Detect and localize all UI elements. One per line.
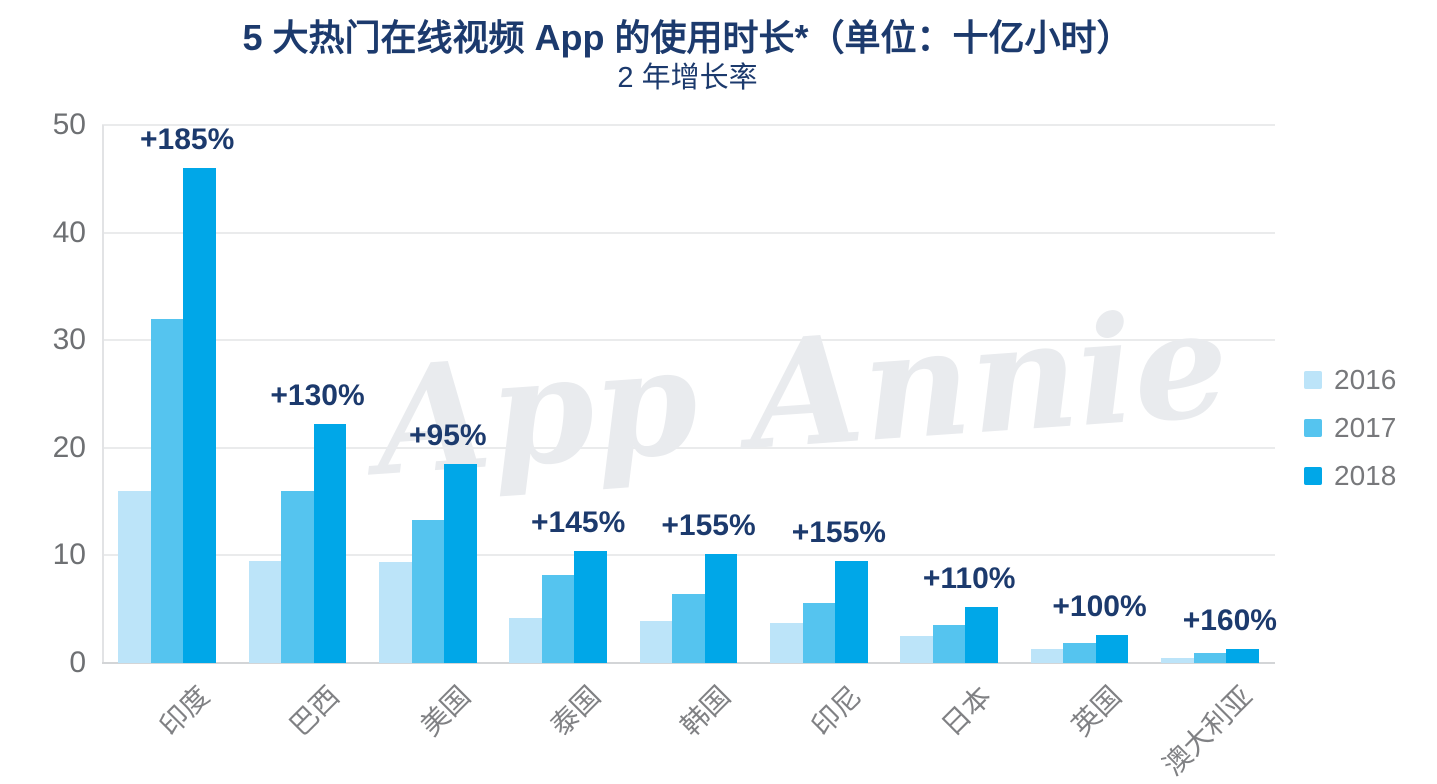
legend-label-2016: 2016 — [1334, 364, 1397, 395]
growth-label-日本: +110% — [922, 562, 1016, 596]
x-label-美国: 美国 — [414, 680, 477, 742]
x-label-澳大利亚: 澳大利亚 — [1156, 680, 1259, 782]
bar-2017-英国 — [1063, 643, 1096, 663]
bar-2016-泰国 — [509, 618, 542, 663]
gridline-y40 — [102, 231, 1275, 234]
legend: 2016 2017 2018 — [1304, 364, 1396, 508]
x-label-泰国: 泰国 — [544, 680, 607, 742]
legend-swatch-2016 — [1304, 370, 1322, 389]
chart-title: 5 大热门在线视频 App 的使用时长*（单位：十亿小时） — [242, 17, 1133, 58]
growth-label-泰国: +145% — [531, 506, 626, 540]
y-axis-line — [102, 125, 104, 663]
bar-2018-巴西 — [313, 424, 347, 663]
bar-2017-日本 — [932, 625, 966, 663]
bar-2018-澳大利亚 — [1226, 649, 1259, 663]
x-label-印尼: 印尼 — [805, 680, 868, 742]
bar-2018-韩国 — [704, 554, 738, 663]
bar-2016-美国 — [379, 562, 412, 663]
legend-item-2016: 2016 — [1304, 364, 1396, 395]
bar-2017-澳大利亚 — [1193, 653, 1227, 663]
bar-2016-印度 — [118, 491, 151, 663]
bar-2017-美国 — [411, 520, 445, 663]
growth-label-印尼: +155% — [791, 515, 886, 549]
x-axis-line — [102, 662, 1275, 664]
gridline-y20 — [102, 446, 1275, 449]
growth-label-巴西: +130% — [270, 379, 365, 413]
bar-2016-英国 — [1030, 649, 1064, 663]
y-tick-50: 50 — [52, 108, 86, 141]
bar-2018-印度 — [183, 168, 216, 663]
bar-2017-印尼 — [802, 603, 836, 663]
legend-swatch-2018 — [1304, 466, 1322, 485]
bar-2018-印尼 — [835, 561, 868, 663]
bar-2018-英国 — [1095, 635, 1129, 663]
y-tick-40: 40 — [52, 215, 86, 249]
y-tick-0: 0 — [69, 646, 86, 679]
chart-subtitle: 2 年增长率 — [617, 62, 758, 94]
y-tick-30: 30 — [52, 323, 86, 357]
legend-item-2017: 2017 — [1304, 412, 1396, 443]
x-label-日本: 日本 — [935, 680, 998, 742]
bar-2018-泰国 — [574, 551, 607, 663]
bar-2017-巴西 — [281, 491, 314, 663]
bar-2018-美国 — [444, 464, 477, 663]
bar-2016-澳大利亚 — [1161, 658, 1194, 663]
legend-swatch-2017 — [1304, 418, 1322, 437]
x-label-印度: 印度 — [153, 680, 216, 742]
gridline-y30 — [102, 339, 1275, 342]
x-label-巴西: 巴西 — [284, 680, 346, 742]
growth-label-英国: +100% — [1052, 590, 1147, 624]
bar-2017-泰国 — [541, 575, 575, 663]
y-tick-20: 20 — [52, 430, 86, 464]
y-tick-10: 10 — [52, 538, 86, 572]
growth-label-澳大利亚: +160% — [1182, 604, 1277, 637]
x-label-韩国: 韩国 — [675, 680, 737, 742]
bar-2017-印度 — [150, 319, 184, 663]
bar-2016-印尼 — [770, 623, 803, 663]
bar-2018-日本 — [965, 607, 998, 663]
growth-label-韩国: +155% — [661, 509, 756, 543]
legend-item-2018: 2018 — [1304, 460, 1396, 491]
legend-label-2017: 2017 — [1334, 412, 1397, 443]
bar-2016-韩国 — [639, 621, 673, 663]
legend-label-2018: 2018 — [1334, 460, 1397, 491]
x-label-英国: 英国 — [1066, 680, 1128, 742]
bar-2016-巴西 — [248, 561, 282, 663]
bar-2017-韩国 — [672, 594, 705, 663]
bar-2016-日本 — [900, 636, 933, 663]
gridline-y10 — [102, 554, 1275, 557]
title-block: 5 大热门在线视频 App 的使用时长*（单位：十亿小时） 2 年增长率 — [0, 16, 1375, 96]
growth-label-美国: +95% — [409, 418, 487, 452]
gridline-y50 — [102, 124, 1275, 126]
growth-label-印度: +185% — [140, 123, 235, 157]
